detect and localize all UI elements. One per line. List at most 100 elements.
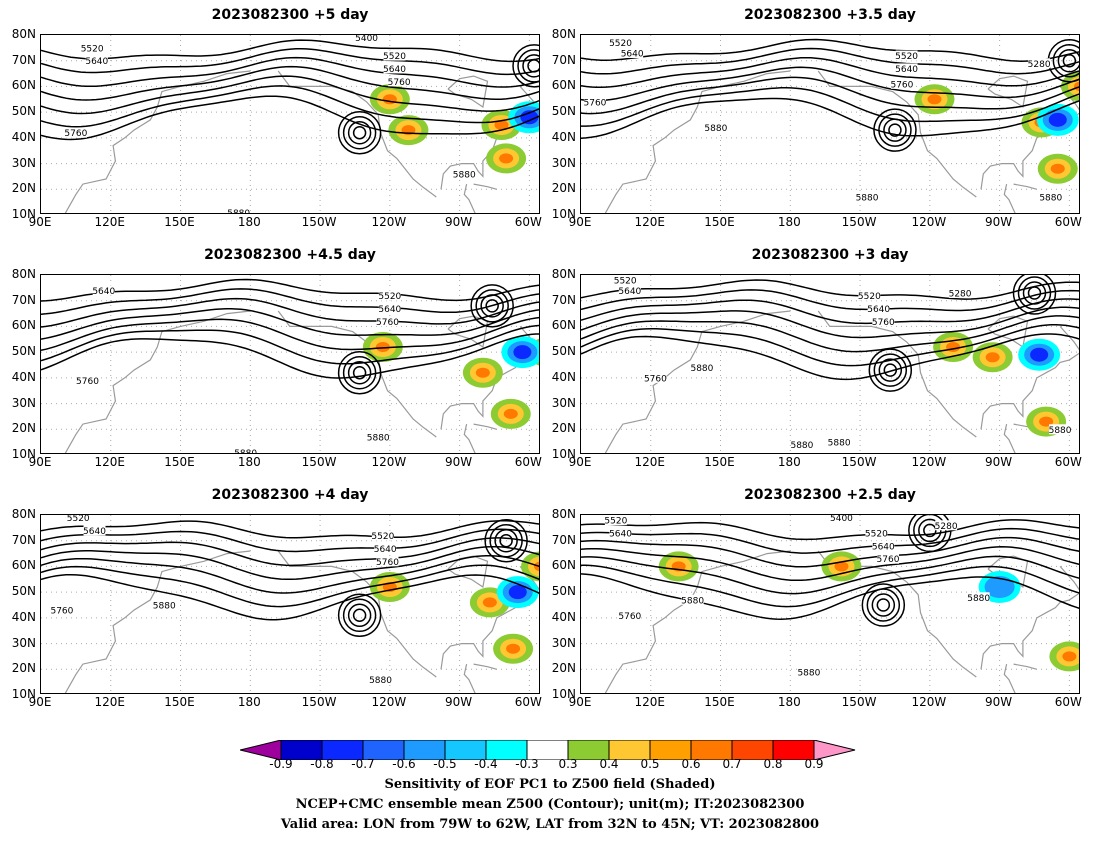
colorbar (240, 740, 856, 760)
contour-label: 5640 (618, 287, 641, 297)
latitude-tick-label: 50N (551, 584, 576, 599)
contour-label-background (797, 666, 820, 677)
contour-label-background (828, 437, 851, 448)
z500-low-contour (347, 360, 372, 385)
contour-label-background (378, 303, 401, 314)
z500-contour (581, 279, 1079, 300)
longitude-tick-label: 60W (1054, 215, 1082, 229)
z500-low-contour (908, 515, 952, 553)
z500-contour (41, 333, 539, 379)
colorbar-tick-label: -0.6 (392, 757, 416, 771)
contour-label-background (618, 610, 641, 621)
contour-label: 5760 (376, 318, 399, 328)
z500-contour (581, 47, 1079, 75)
map-panel-plus-4-5-day: 2023082300 +4.5 day 5520 5640 5760 5640 5760… (40, 245, 540, 465)
contour-label: 5640 (872, 542, 895, 552)
latitude-tick-label: 20N (551, 421, 576, 436)
z500-contour (41, 48, 539, 76)
latitude-tick-label: 40N (551, 129, 576, 144)
longitude-tick-label: 150E (704, 215, 735, 229)
contour-label: 5640 (92, 287, 115, 297)
z500-contour (581, 323, 1079, 367)
z500-low-contour (888, 123, 902, 137)
z500-contour (581, 573, 1079, 620)
contour-label-background (81, 42, 104, 53)
contour-label: 5640 (374, 545, 397, 555)
contour-label-background (609, 528, 632, 538)
contour-label-background (618, 285, 641, 296)
z500-contour (581, 97, 1079, 139)
latitude-tick-label: 30N (11, 635, 36, 650)
latitude-tick-label: 20N (551, 661, 576, 676)
z500-low-contour (512, 44, 539, 88)
contour-label-background (872, 316, 895, 327)
contour-label-background (383, 63, 406, 74)
z500-low-contour (494, 528, 518, 553)
colorbar-tick-label: 0.4 (599, 757, 619, 771)
contour-label-background (355, 35, 378, 43)
z500-contour (41, 520, 539, 539)
colorbar-tick-label: -0.4 (474, 757, 498, 771)
longitude-tick-label: 120E (94, 455, 126, 469)
coastline (463, 423, 476, 453)
z500-low-contour (517, 49, 539, 83)
longitude-tick-label: 120W (371, 695, 407, 709)
contour-label: 5520 (858, 292, 881, 302)
map-area: 5520 5640 5760 5640 5760 5880 5880 (40, 274, 540, 454)
contour-label-background (50, 605, 73, 616)
z500-contour (41, 278, 539, 302)
longitude-tick-label: 60W (1054, 455, 1082, 469)
z500-contour (581, 306, 1079, 339)
longitude-tick-label: 60W (1054, 695, 1082, 709)
z500-low-contour (347, 603, 372, 628)
contour-label: 5520 (609, 39, 632, 49)
contour-label-background (681, 594, 704, 605)
longitude-tick-label: 90W (985, 695, 1013, 709)
coastline (64, 70, 251, 213)
contour-label-background (867, 303, 890, 314)
panel-title: 2023082300 +2.5 day (744, 487, 916, 503)
z500-contour (41, 288, 539, 315)
negative-sensitivity-shading (1048, 112, 1067, 127)
latitude-tick-label: 20N (11, 421, 36, 436)
z500-contour (41, 545, 539, 581)
contour-label-background (67, 515, 90, 523)
z500-low-contour (871, 593, 896, 617)
contour-label: 5280 (935, 522, 958, 532)
contour-label-background (76, 375, 99, 386)
latitude-tick-label: 10N (551, 207, 576, 221)
coastline (277, 310, 437, 438)
longitude-tick-label: 150E (704, 455, 735, 469)
contour-label-background (790, 439, 813, 450)
contour-label: 5760 (890, 80, 913, 90)
contour-label-background (1028, 58, 1051, 69)
z500-contour (41, 324, 539, 365)
coastline (817, 310, 977, 438)
longitude-tick-label: 60W (514, 455, 542, 469)
contour-label: 5520 (67, 515, 90, 524)
latitude-tick-label: 50N (551, 104, 576, 119)
z500-low-contour (883, 363, 898, 377)
coastline (987, 315, 1029, 349)
contour-label-background (83, 525, 106, 536)
z500-low-contour (913, 515, 947, 548)
contour-label: 5880 (1039, 194, 1062, 204)
latitude-tick-label: 60N (11, 558, 36, 573)
latitude-tick-label: 70N (551, 532, 576, 547)
contour-label-background (830, 515, 853, 523)
contour-label: 5760 (872, 318, 895, 328)
longitude-tick-label: 150W (841, 695, 877, 709)
longitude-tick-label: 180 (777, 695, 801, 709)
z500-low-contour (352, 365, 367, 380)
contour-label-background (858, 290, 881, 301)
coastline (1003, 183, 1016, 213)
positive-sensitivity-shading (834, 561, 849, 572)
z500-low-contour (1057, 48, 1079, 73)
longitude-tick-label: 90E (568, 695, 592, 709)
negative-sensitivity-shading (984, 576, 1015, 598)
z500-low-contour (861, 583, 906, 627)
contour-label: 5880 (1049, 426, 1072, 436)
contour-label-background (690, 362, 713, 373)
caption-line-1: Sensitivity of EOF PC1 to Z500 field (Sh… (384, 777, 716, 792)
contour-label-background (876, 553, 899, 564)
